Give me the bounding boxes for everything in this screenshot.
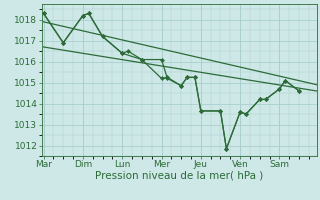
X-axis label: Pression niveau de la mer( hPa ): Pression niveau de la mer( hPa ) <box>95 171 263 181</box>
